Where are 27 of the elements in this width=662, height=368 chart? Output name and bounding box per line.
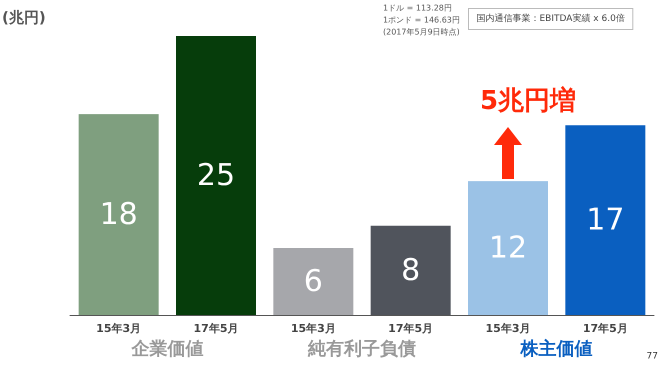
x-tick-label: 15年3月 (290, 322, 336, 335)
text: 77 (646, 352, 658, 362)
data-label: 8 (401, 252, 420, 288)
text: 株主価値 (520, 338, 593, 360)
data-label: 12 (488, 230, 528, 266)
data-label: 6 (304, 264, 323, 300)
bar (78, 114, 159, 315)
bar (468, 181, 548, 315)
data-label: 17 (586, 202, 624, 238)
data-label: 18 (100, 197, 138, 232)
text: 1ドル = 113.28円 (383, 4, 452, 12)
x-tick-label: 17年5月 (582, 322, 628, 335)
x-tick-label: 15年3月 (486, 322, 530, 335)
bar (273, 248, 354, 315)
annotation: (2017年5月9日時点) (383, 28, 460, 36)
bar (565, 125, 646, 315)
x-tick-label: 17年5月 (194, 322, 238, 335)
annotation: 5兆円増 (480, 85, 576, 116)
text: 1ポンド = 146.63円 (383, 16, 460, 24)
y-axis-title: (兆円) (2, 8, 46, 26)
x-tick-label: 15年3月 (96, 322, 142, 335)
data-label: 25 (196, 158, 236, 193)
text: 企業価値 (130, 338, 204, 360)
text: 国内通信事業：EBITDA実績 x 6.0倍 (476, 13, 625, 24)
bar (176, 36, 256, 315)
x-tick-label: 17年5月 (388, 322, 434, 335)
text: 純有利子負債 (307, 338, 416, 360)
